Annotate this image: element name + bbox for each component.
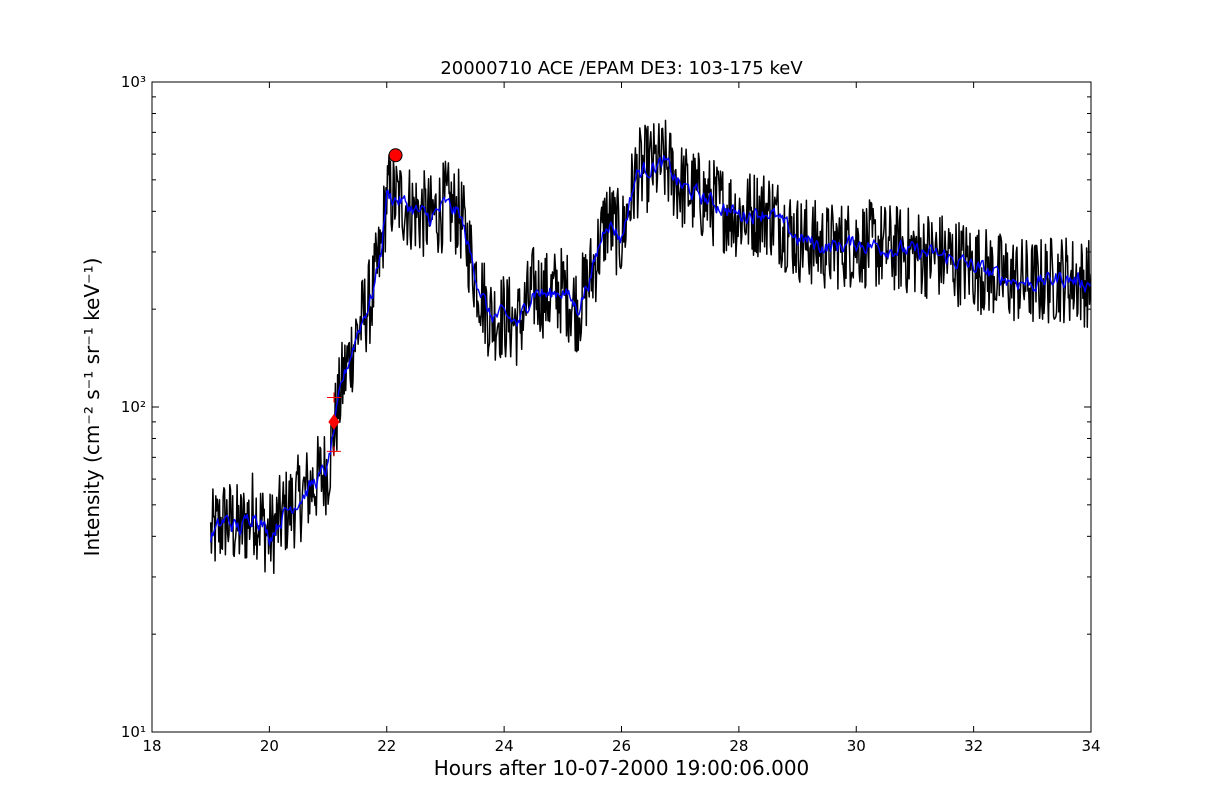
x-tick-label: 24	[495, 737, 514, 755]
onset-marker	[328, 414, 340, 430]
y-tick-label: 10³	[121, 73, 146, 91]
x-tick-label: 18	[142, 737, 161, 755]
plot-frame	[151, 81, 1092, 733]
series-line-raw	[209, 119, 1091, 575]
x-tick-label: 26	[612, 737, 631, 755]
onset-cross-lower-marker	[326, 446, 341, 457]
marker-layer	[326, 148, 403, 457]
x-tick-label: 28	[729, 737, 748, 755]
peak-marker	[388, 148, 403, 163]
plot-area	[152, 82, 1091, 732]
x-tick-label: 34	[1081, 737, 1100, 755]
series-layer	[209, 119, 1091, 575]
x-tick-label: 30	[847, 737, 866, 755]
y-tick-label: 10¹	[121, 723, 146, 741]
chart-title: 20000710 ACE /EPAM DE3: 103-175 keV	[440, 58, 803, 79]
onset-cross-upper-marker	[326, 392, 341, 403]
x-axis-label: Hours after 10-07-2000 19:00:06.000	[434, 756, 810, 780]
y-tick-label: 10²	[121, 398, 146, 416]
x-tick-label: 22	[377, 737, 396, 755]
series-line-smoothed	[210, 155, 1091, 546]
x-tick-label: 20	[260, 737, 279, 755]
tick-layer: 18 20 22 24 26 28 30 32 34 10¹ 10² 10³	[121, 73, 1101, 755]
y-axis-label: Intensity (cm⁻² s⁻¹ sr⁻¹ keV⁻¹)	[80, 258, 104, 557]
x-tick-label: 32	[964, 737, 983, 755]
